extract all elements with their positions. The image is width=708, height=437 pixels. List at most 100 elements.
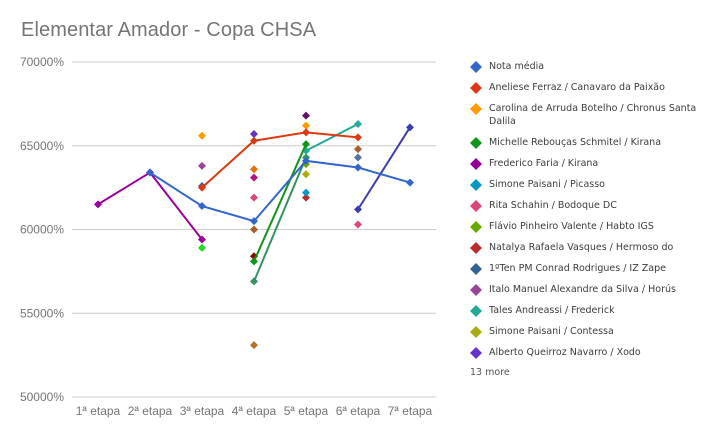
legend-label: Rita Schahin / Bodoque DC: [489, 200, 617, 211]
y-tick-label: 50000%: [20, 390, 64, 404]
data-point-marker[interactable]: [198, 243, 206, 252]
legend-more-link[interactable]: 13 more: [470, 367, 510, 378]
data-point-marker[interactable]: [406, 123, 414, 132]
legend-label: Italo Manuel Alexandre da Silva / Horús: [489, 284, 676, 295]
data-point-marker[interactable]: [354, 220, 362, 229]
series-line[interactable]: [250, 130, 258, 139]
data-point-marker[interactable]: [354, 133, 362, 142]
data-point-marker[interactable]: [302, 193, 310, 202]
data-point-marker[interactable]: [94, 200, 102, 209]
diamond-marker-icon: [470, 325, 482, 338]
series-line[interactable]: [250, 140, 310, 266]
data-point-marker[interactable]: [250, 173, 258, 182]
legend-label: Alberto Queirroz Navarro / Xodo: [489, 347, 641, 358]
data-point-marker[interactable]: [302, 140, 310, 149]
diamond-marker-icon: [470, 304, 482, 317]
legend-label: Aneliese Ferraz / Canavaro da Paixão: [489, 82, 665, 93]
data-point-marker[interactable]: [354, 119, 362, 128]
legend-item[interactable]: Italo Manuel Alexandre da Silva / Horús: [470, 283, 700, 296]
chart-title: Elementar Amador - Copa CHSA: [21, 19, 317, 41]
data-point-marker[interactable]: [354, 205, 362, 214]
series-line[interactable]: [302, 170, 310, 179]
y-tick-label: 55000%: [20, 306, 64, 320]
series-line[interactable]: [302, 193, 310, 202]
series-layer: [94, 111, 414, 350]
data-point-marker[interactable]: [198, 183, 206, 192]
legend-item[interactable]: Michelle Rebouças Schmitel / Kirana: [470, 136, 700, 149]
data-point-marker[interactable]: [354, 153, 362, 162]
series-line[interactable]: [250, 165, 258, 174]
series-line[interactable]: [302, 188, 310, 197]
series-line[interactable]: [250, 153, 310, 286]
data-point-marker[interactable]: [198, 202, 206, 211]
x-tick-label: 6ª etapa: [336, 404, 381, 418]
data-point-marker[interactable]: [250, 257, 258, 266]
series-line[interactable]: [198, 161, 206, 170]
data-point-marker[interactable]: [302, 156, 310, 165]
data-point-marker[interactable]: [250, 136, 258, 145]
data-point-marker[interactable]: [250, 165, 258, 174]
legend-label: Flávio Pinheiro Valente / Habto IGS: [489, 221, 654, 232]
legend-item[interactable]: Simone Paisani / Picasso: [470, 178, 700, 191]
series-line[interactable]: [250, 341, 258, 350]
x-tick-label: 3ª etapa: [180, 404, 225, 418]
data-point-marker[interactable]: [198, 161, 206, 170]
legend-item[interactable]: Rita Schahin / Bodoque DC: [470, 199, 700, 212]
series-line[interactable]: [94, 168, 206, 244]
data-point-marker[interactable]: [302, 170, 310, 179]
data-point-marker[interactable]: [198, 235, 206, 244]
data-point-marker[interactable]: [302, 111, 310, 120]
x-tick-label: 5ª etapa: [284, 404, 329, 418]
x-tick-label: 7ª etapa: [388, 404, 433, 418]
series-line[interactable]: [250, 145, 362, 234]
legend-item[interactable]: Simone Paisani / Contessa: [470, 325, 700, 338]
data-point-marker[interactable]: [354, 145, 362, 154]
legend-label: Tales Andreassi / Frederick: [489, 305, 615, 316]
legend-item[interactable]: Tales Andreassi / Frederick: [470, 304, 700, 317]
legend-label: Michelle Rebouças Schmitel / Kirana: [489, 137, 662, 148]
y-tick-label: 65000%: [20, 139, 64, 153]
data-point-marker[interactable]: [250, 217, 258, 226]
data-point-marker[interactable]: [198, 131, 206, 140]
data-point-marker[interactable]: [302, 128, 310, 137]
legend-item[interactable]: Natalya Rafaela Vasques / Hermoso do: [470, 241, 700, 254]
series-line[interactable]: [250, 193, 362, 229]
diamond-marker-icon: [470, 199, 482, 212]
data-point-marker[interactable]: [302, 188, 310, 197]
x-tick-label: 2ª etapa: [128, 404, 173, 418]
data-point-marker[interactable]: [354, 163, 362, 172]
diamond-marker-icon: [470, 60, 482, 73]
data-point-marker[interactable]: [250, 277, 258, 286]
legend: Nota média Aneliese Ferraz / Canavaro da …: [470, 60, 700, 378]
legend-item[interactable]: Alberto Queirroz Navarro / Xodo: [470, 346, 700, 359]
data-point-marker[interactable]: [406, 178, 414, 187]
legend-item[interactable]: Frederico Faria / Kirana: [470, 157, 700, 170]
series-line[interactable]: [354, 153, 362, 162]
series-line[interactable]: [302, 119, 362, 155]
series-line[interactable]: [198, 121, 310, 140]
series-line[interactable]: [198, 128, 362, 192]
y-axis: 50000% 55000% 60000% 65000% 70000%: [20, 55, 64, 404]
legend-item[interactable]: 1ºTen PM Conrad Rodrigues / IZ Zape: [470, 262, 700, 275]
data-point-marker[interactable]: [302, 121, 310, 130]
legend-item[interactable]: Flávio Pinheiro Valente / Habto IGS: [470, 220, 700, 233]
diamond-marker-icon: [470, 178, 482, 191]
data-point-marker[interactable]: [146, 168, 154, 177]
legend-item[interactable]: Aneliese Ferraz / Canavaro da Paixão: [470, 81, 700, 94]
series-line[interactable]: [198, 243, 206, 252]
series-line[interactable]: [146, 156, 414, 226]
y-tick-label: 70000%: [20, 55, 64, 69]
data-point-marker[interactable]: [250, 193, 258, 202]
series-line[interactable]: [354, 123, 414, 214]
data-point-marker[interactable]: [250, 341, 258, 350]
legend-item[interactable]: Carolina de Arruda Botelho / Chronus San…: [470, 102, 700, 128]
legend-label: Natalya Rafaela Vasques / Hermoso do: [489, 242, 674, 253]
legend-item[interactable]: Nota média: [470, 60, 700, 73]
data-point-marker[interactable]: [250, 225, 258, 234]
diamond-marker-icon: [470, 157, 482, 170]
series-line[interactable]: [250, 173, 258, 182]
series-line[interactable]: [302, 111, 310, 120]
data-point-marker[interactable]: [250, 130, 258, 139]
diamond-marker-icon: [470, 220, 482, 233]
